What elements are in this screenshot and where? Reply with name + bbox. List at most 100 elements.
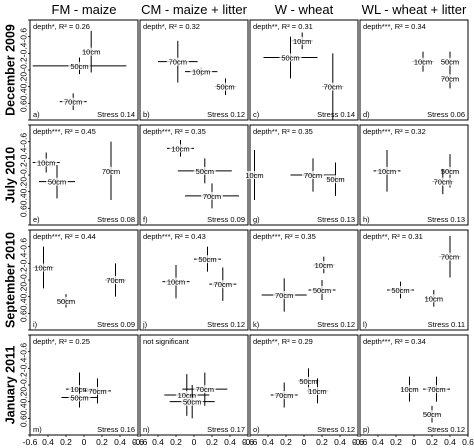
panel-frame [249,19,359,121]
x-tick-label: 0.2 [170,437,182,447]
depth-point-label: 50cm [57,297,75,306]
label-halo [193,385,216,394]
stress-label: Stress 0.12 [207,110,245,119]
panel-frame [359,334,469,436]
label-halo [104,276,127,284]
column-titles: FM - maize CM - maize + litter W - wheat WL… [52,2,467,17]
label-halo [302,171,324,179]
depth-point-label: 70cm [275,391,293,400]
panel-annotation: depth*, R² = 0.26 [33,22,90,31]
x-tick-label: 0.2 [426,437,438,447]
panel-frame [29,229,139,331]
panel-a: depth*, R² = 0.26 a) Stress 0.14 10cm 50cm 70… [29,19,139,121]
depth-point-label: 10cm [82,48,100,57]
stress-label: Stress 0.12 [317,320,355,329]
column-title: W - wheat [275,2,334,17]
label-halo [68,393,91,402]
x-tick-label: 0 [412,437,417,447]
label-halo [46,177,68,186]
depth-point-label: 70cm [169,58,187,67]
panel-frame [29,334,139,436]
label-halo [389,286,412,294]
panel-letter: g) [253,215,260,224]
depth-point-label: 10cm [414,58,432,67]
panel-letter: c) [253,110,260,119]
depth-point-label: 10cm [167,278,185,287]
panel-letter: d) [363,110,370,119]
column-title: CM - maize + litter [141,2,247,17]
panel-annotation: depth***, R² = 0.45 [33,127,96,136]
x-tick-label: -0.6 [23,437,38,447]
depth-point-label: 70cm [434,178,452,187]
panel-annotation: not significant [143,337,190,346]
depth-point-label: 50cm [216,83,234,92]
axis-ticks: 0.60.40.20-0.2-0.4-0.6 0.60.40.20-0.2-0.4… [18,19,474,447]
x-tick-label: 0.6 [462,437,474,447]
y-tick-labels: 0.60.40.20-0.2-0.4-0.6 [18,28,28,112]
depth-point-label: 10cm [192,68,210,77]
label-halo [376,166,398,175]
x-tick-label: 0.4 [444,437,456,447]
panel-frame [359,19,469,121]
depth-point-label: 10cm [425,294,443,303]
x-tick-label: 0.2 [206,437,218,447]
panel-frame [249,229,359,331]
panel-k: depth***, R² = 0.35 k) Stress 0.12 10cm 70cm… [249,229,359,331]
label-halo [431,177,454,186]
depth-point-label: 50cm [299,377,317,386]
depth-point-label: 50cm [198,255,216,264]
x-tick-label: 0.6 [352,437,364,447]
x-tick-label: 0.6 [242,437,254,447]
label-halo [312,261,335,269]
panel-frame [249,334,359,436]
label-halo [398,385,421,394]
panel-annotation: depth***, R² = 0.32 [363,127,426,136]
x-tick-label: 0 [302,437,307,447]
row-title: January 2011 [3,346,17,425]
label-halo [35,158,58,167]
stress-label: Stress 0.16 [97,425,135,434]
stress-label: Stress 0.14 [97,110,135,119]
depth-point-label: 10cm [308,387,326,396]
stress-label: Stress 0.13 [427,215,465,224]
panel-e: depth***, R² = 0.45 e) Stress 0.08 10cm 50cm… [29,124,139,226]
panel-frame [139,334,249,436]
label-halo [425,385,448,394]
panel-letter: h) [363,215,370,224]
label-halo [211,280,234,289]
depth-point-label: 50cm [196,167,214,176]
label-halo [196,255,219,264]
panel-frame [359,229,469,331]
x-tick-label: 0.4 [42,437,54,447]
depth-point-label: 10cm [293,37,311,46]
depth-point-label: 70cm [196,385,214,394]
label-halo [193,166,216,175]
label-halo [62,97,85,106]
label-halo [32,263,55,272]
panel-letter: a) [33,110,40,119]
depth-point-label: 70cm [102,167,120,176]
stress-label: Stress 0.06 [427,110,465,119]
label-halo [306,386,329,395]
stress-label: Stress 0.11 [428,320,465,329]
depth-point-label: 50cm [183,398,201,407]
depth-point-label: 70cm [427,385,445,394]
panel-annotation: depth***, R² = 0.43 [143,232,206,241]
panel-l: depth**, R² = 0.31 l) Stress 0.11 70cm 50cm 1… [359,229,469,331]
panel-annotation: depth***, R² = 0.34 [363,337,426,346]
column-title: FM - maize [52,2,117,17]
depth-point-label: 50cm [48,178,66,187]
depth-point-label: 70cm [275,291,293,300]
x-tick-label: 0.4 [224,437,236,447]
depth-point-label: 10cm [37,159,55,168]
panel-annotation: depth**, R² = 0.31 [253,22,313,31]
label-halo [181,397,204,406]
label-halo [279,53,302,62]
depth-point-label: 50cm [441,167,459,176]
depth-point-label: 70cm [64,98,82,107]
label-halo [80,47,103,56]
label-halo [412,57,434,66]
panel-c: depth**, R² = 0.31 c) Stress 0.14 10cm 50cm 7… [249,19,359,121]
